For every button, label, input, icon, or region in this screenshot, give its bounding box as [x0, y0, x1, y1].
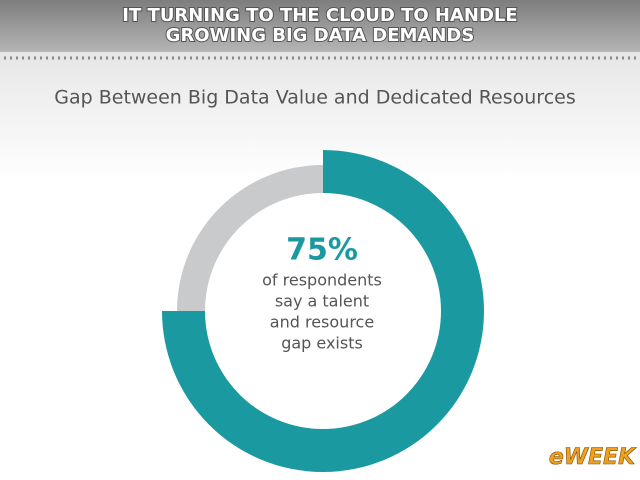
center-text: and resource	[270, 313, 374, 332]
center-text: of respondents	[262, 271, 382, 290]
center-text: gap exists	[281, 334, 363, 353]
logo: eWEEK	[549, 445, 637, 470]
header-band	[0, 0, 640, 52]
header-title: IT TURNING TO THE CLOUD TO HANDLE	[122, 5, 517, 26]
center-text: say a talent	[275, 292, 369, 311]
value-label: 75%	[286, 233, 358, 268]
donut-segment	[177, 165, 323, 311]
chart-title: Gap Between Big Data Value and Dedicated…	[54, 87, 575, 109]
donut-segment	[162, 150, 484, 472]
header-title: GROWING BIG DATA DEMANDS	[166, 25, 475, 46]
